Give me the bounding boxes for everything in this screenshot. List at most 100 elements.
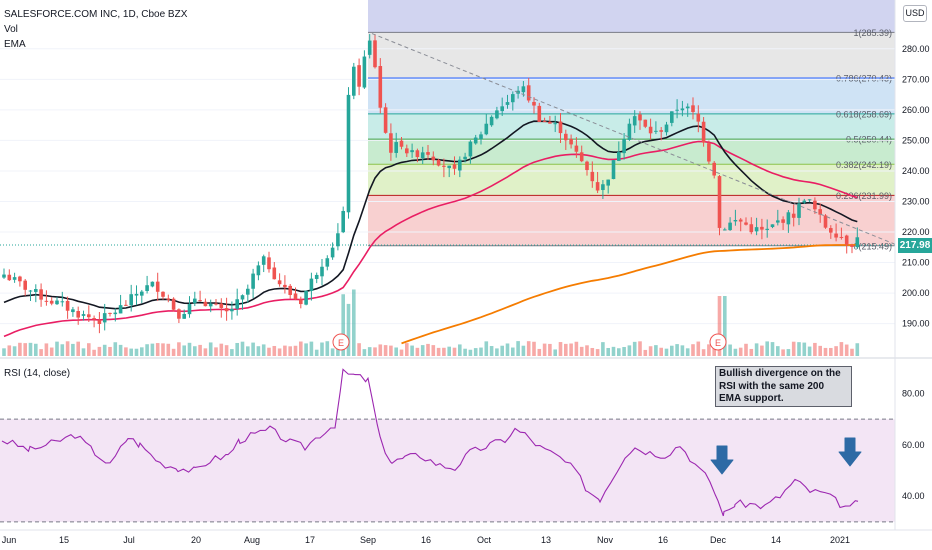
price-axis[interactable]: 190.00 200.00 210.00 220.00 230.00 240.00 250.… [894, 0, 930, 530]
earnings-marker: E [709, 333, 727, 351]
candle [378, 58, 383, 114]
volume-bar [473, 348, 478, 356]
volume-bar [813, 342, 817, 356]
volume-bar [203, 348, 208, 356]
price-tick-label: 200.00 [902, 288, 930, 298]
candle [314, 272, 319, 284]
fib-zone-0.786 [368, 78, 895, 114]
currency-button[interactable]: USD [903, 5, 927, 22]
time-axis[interactable]: Jun 15 Jul 20 Aug 17 Sep 16 Oct 13 Nov 16 Dec 14 2021 [0, 529, 932, 545]
volume-bar [420, 345, 425, 356]
volume-bar [87, 343, 91, 356]
volume-bar [807, 346, 812, 356]
candle [129, 284, 133, 312]
candle [208, 299, 213, 313]
volume-bar [452, 347, 457, 356]
volume-bar [55, 341, 59, 356]
volume-bar [309, 341, 314, 356]
volume-bar [272, 345, 277, 356]
candle [240, 294, 245, 310]
volume-bar [288, 346, 292, 356]
candle [309, 272, 314, 301]
annotation-note[interactable]: Bullish divergence on the RSI with the s… [715, 366, 852, 407]
volume-bar [585, 345, 589, 356]
candle [585, 160, 589, 176]
candle [283, 275, 287, 294]
candle [251, 268, 255, 299]
candle [770, 224, 775, 229]
volume-bar [299, 341, 303, 356]
time-tick-label: 20 [191, 535, 201, 545]
candle [39, 283, 43, 307]
ema-50-line [3, 140, 858, 338]
volume-bar [691, 344, 695, 356]
volume-bar [442, 347, 446, 356]
candle [738, 217, 743, 232]
candle [150, 281, 155, 288]
rsi-line [1, 368, 859, 517]
candle [829, 225, 833, 239]
time-tick-label: 2021 [830, 535, 850, 545]
volume-bar [627, 345, 632, 356]
volume-bar [770, 342, 775, 356]
candle [442, 158, 446, 178]
candle [193, 291, 197, 307]
candle [436, 158, 441, 167]
time-tick-label: 16 [658, 535, 668, 545]
volume-bar [579, 346, 584, 356]
candle [765, 219, 769, 238]
candle [537, 102, 542, 122]
volume-bar [484, 341, 489, 356]
candle [548, 115, 552, 124]
volume-bar [606, 347, 610, 356]
candle [479, 131, 483, 145]
candle [299, 296, 303, 309]
price-tick-label: 190.00 [902, 319, 930, 329]
candle [155, 272, 160, 301]
candle [325, 255, 330, 271]
volume-bar [505, 343, 510, 356]
candle [92, 315, 96, 328]
volume-bar [198, 344, 202, 356]
candle [346, 87, 351, 219]
volume-bar [611, 346, 616, 356]
ema-path [3, 140, 858, 338]
volume-bar [293, 345, 298, 356]
time-tick-label: 14 [771, 535, 781, 545]
candle [733, 209, 738, 226]
candle [304, 290, 308, 306]
earnings-label: E [338, 338, 344, 348]
candle [500, 97, 504, 116]
candle [272, 262, 277, 280]
volume-bar [367, 347, 372, 356]
volume-bar [638, 341, 642, 356]
earnings-label: E [715, 338, 721, 348]
volume-bar [145, 344, 149, 356]
candle [797, 197, 801, 226]
fibonacci-retracement[interactable]: 0(215.49) 0.236(231.99) 0.382(242.19) 0.5(2… [368, 0, 895, 251]
volume-bar [352, 289, 356, 356]
volume-bar [574, 341, 579, 356]
volume-bar [155, 343, 160, 356]
volume-bar [383, 345, 388, 356]
candle [118, 294, 123, 314]
price-tick-label: 230.00 [902, 196, 930, 206]
price-tick-label: 270.00 [902, 74, 930, 84]
volume-bar [685, 348, 690, 356]
fib-label-0.236: 0.236(231.99) [836, 191, 892, 201]
volume-bar [7, 345, 12, 356]
volume-bar [664, 348, 669, 356]
volume-bar [670, 345, 674, 356]
volume-bar [781, 349, 785, 356]
candle [267, 251, 271, 273]
trend-line[interactable] [371, 33, 896, 245]
volume-bar [786, 349, 791, 356]
candle [834, 223, 838, 242]
volume-bar [261, 344, 266, 356]
candle [595, 171, 600, 194]
candle [97, 312, 102, 334]
divergence-arrows[interactable] [710, 437, 862, 475]
candle [643, 119, 648, 129]
